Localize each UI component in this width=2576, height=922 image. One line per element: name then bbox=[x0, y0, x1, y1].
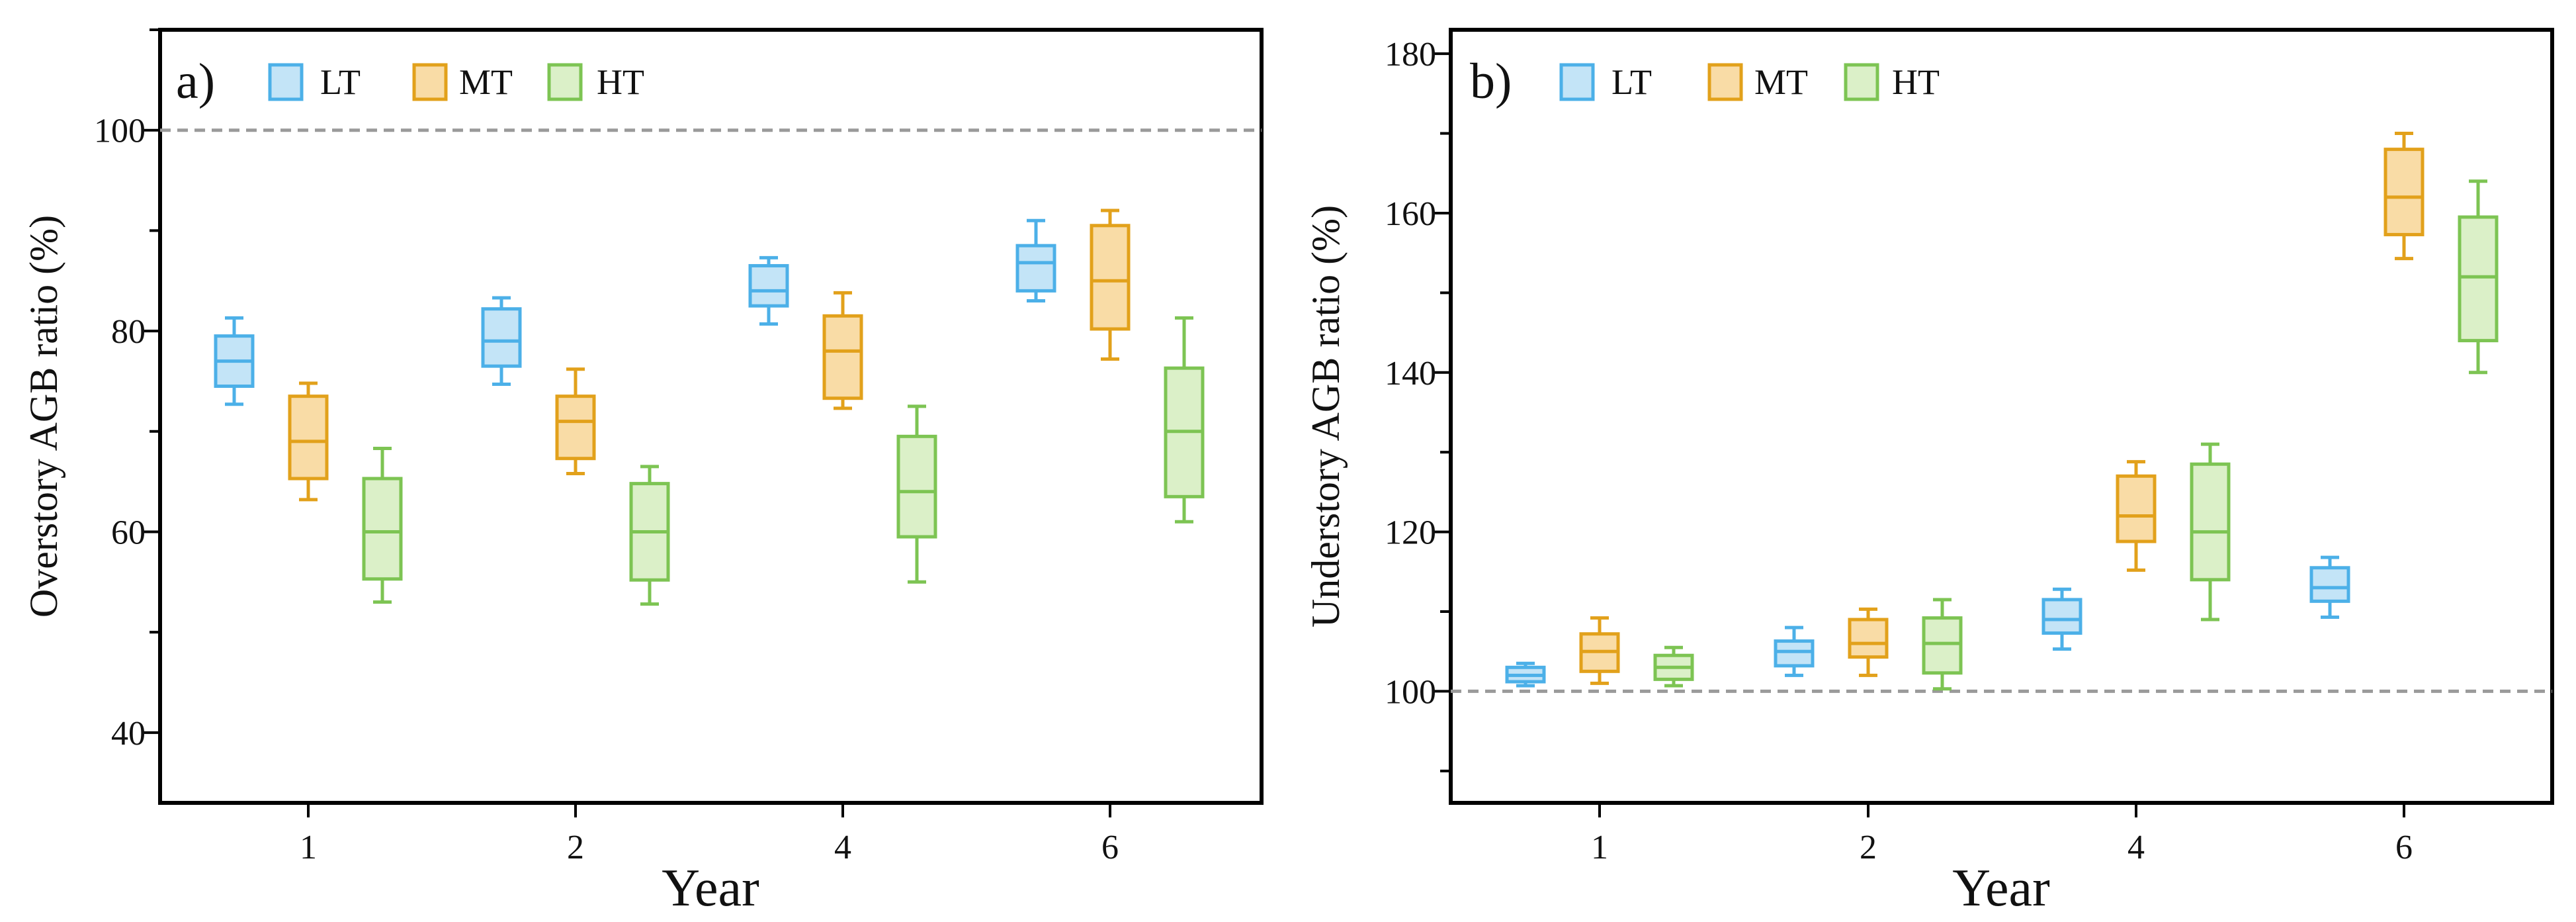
box-iqr bbox=[1015, 244, 1056, 293]
plot-frame bbox=[158, 28, 1264, 805]
legend-item-lt: LT bbox=[268, 62, 361, 102]
box-mt-year-1 bbox=[288, 381, 329, 502]
box-mt-year-2 bbox=[1848, 607, 1889, 677]
box-lt-year-6 bbox=[1015, 218, 1056, 303]
box-plots bbox=[1505, 132, 2499, 691]
legend-swatch-mt bbox=[412, 63, 448, 101]
box-iqr bbox=[481, 307, 522, 368]
legend-swatch-lt bbox=[268, 63, 304, 101]
box-iqr bbox=[822, 314, 863, 400]
y-tick-label: 140 bbox=[1385, 355, 1436, 392]
legend-item-mt: MT bbox=[1707, 62, 1808, 102]
box-ht-year-2 bbox=[1922, 598, 1963, 691]
legend-label-ht: HT bbox=[1892, 62, 1940, 102]
y-tick-label: 120 bbox=[1385, 514, 1436, 552]
box-mt-year-6 bbox=[2383, 132, 2425, 261]
x-axis-title: Year bbox=[1952, 859, 2049, 917]
y-axis-title: Overstory AGB ratio (%) bbox=[22, 215, 65, 618]
box-ht-year-1 bbox=[1653, 645, 1694, 688]
legend-item-lt: LT bbox=[1559, 62, 1652, 102]
legend-label-lt: LT bbox=[320, 62, 361, 102]
y-axis-title: Understory AGB ratio (%) bbox=[1304, 205, 1348, 627]
legend-item-ht: HT bbox=[547, 62, 644, 102]
legend-label-mt: MT bbox=[1754, 62, 1808, 102]
y-tick-label: 80 bbox=[111, 313, 146, 351]
box-iqr bbox=[2383, 148, 2425, 236]
legend: LT MT HT bbox=[1559, 62, 1940, 102]
y-axis-ticks: 40 60 80 100 bbox=[94, 28, 160, 753]
box-lt-year-4 bbox=[748, 255, 789, 326]
box-iqr bbox=[1774, 639, 1815, 668]
box-iqr bbox=[748, 263, 789, 308]
legend-swatch-mt bbox=[1707, 63, 1743, 101]
legend-item-ht: HT bbox=[1844, 62, 1940, 102]
x-tick-label: 1 bbox=[1591, 829, 1608, 866]
box-iqr bbox=[555, 394, 596, 461]
x-tick-label: 4 bbox=[834, 829, 851, 866]
x-tick-label: 2 bbox=[567, 829, 584, 866]
box-iqr bbox=[2116, 474, 2157, 543]
y-tick-label: 60 bbox=[111, 514, 146, 551]
x-axis-ticks: 1 2 4 6 bbox=[1591, 803, 2413, 866]
box-plots bbox=[214, 208, 1205, 606]
x-axis-title: Year bbox=[662, 859, 759, 917]
legend-swatch-lt bbox=[1559, 63, 1595, 101]
y-tick-label: 180 bbox=[1385, 36, 1436, 73]
box-mt-year-6 bbox=[1090, 208, 1131, 361]
y-tick-label: 100 bbox=[1385, 673, 1436, 711]
box-ht-year-2 bbox=[629, 465, 670, 606]
box-mt-year-1 bbox=[1579, 616, 1620, 685]
legend-swatch-ht bbox=[547, 63, 583, 101]
box-iqr bbox=[1922, 616, 1963, 675]
y-tick-label: 160 bbox=[1385, 195, 1436, 233]
box-ht-year-4 bbox=[896, 404, 937, 584]
x-tick-label: 1 bbox=[300, 829, 317, 866]
box-iqr bbox=[2041, 598, 2082, 635]
box-mt-year-2 bbox=[555, 367, 596, 475]
x-tick-label: 2 bbox=[1860, 829, 1877, 866]
y-tick-label: 40 bbox=[111, 715, 146, 753]
box-lt-year-2 bbox=[1774, 625, 1815, 677]
box-iqr bbox=[288, 394, 329, 481]
box-iqr bbox=[2309, 566, 2350, 603]
plot-frame bbox=[1449, 28, 2554, 805]
box-iqr bbox=[1848, 618, 1889, 659]
box-ht-year-4 bbox=[2190, 442, 2231, 622]
box-ht-year-6 bbox=[2458, 179, 2499, 375]
panel-b: 100 120 140 160 180 1 2 4 6 b) LT MT HT Underst… bbox=[1304, 28, 2554, 917]
box-iqr bbox=[362, 477, 403, 581]
x-tick-label: 4 bbox=[2127, 829, 2145, 866]
box-mt-year-4 bbox=[822, 291, 863, 410]
y-tick-label: 100 bbox=[94, 113, 146, 150]
box-iqr bbox=[2458, 215, 2499, 343]
x-tick-label: 6 bbox=[1101, 829, 1119, 866]
panel-label: a) bbox=[176, 54, 215, 109]
box-lt-year-4 bbox=[2041, 587, 2082, 651]
box-lt-year-1 bbox=[214, 316, 255, 406]
box-ht-year-6 bbox=[1164, 316, 1205, 524]
legend-label-lt: LT bbox=[1611, 62, 1652, 102]
box-lt-year-1 bbox=[1505, 661, 1546, 688]
x-axis-ticks: 1 2 4 6 bbox=[300, 803, 1119, 866]
legend-label-ht: HT bbox=[597, 62, 644, 102]
legend-item-mt: MT bbox=[412, 62, 513, 102]
panel-a: 40 60 80 100 1 2 4 6 a) LT MT HT Overstory AGB… bbox=[22, 28, 1264, 917]
box-lt-year-2 bbox=[481, 296, 522, 386]
box-iqr bbox=[896, 434, 937, 539]
box-mt-year-4 bbox=[2116, 460, 2157, 572]
legend-label-mt: MT bbox=[459, 62, 513, 102]
box-iqr bbox=[1090, 224, 1131, 331]
x-tick-label: 6 bbox=[2395, 829, 2413, 866]
panel-label: b) bbox=[1470, 54, 1512, 109]
legend-swatch-ht bbox=[1844, 63, 1879, 101]
box-lt-year-6 bbox=[2309, 555, 2350, 619]
legend: LT MT HT bbox=[268, 62, 644, 102]
box-iqr bbox=[2190, 462, 2231, 582]
y-axis-ticks: 100 120 140 160 180 bbox=[1385, 36, 1451, 772]
box-ht-year-1 bbox=[362, 447, 403, 604]
